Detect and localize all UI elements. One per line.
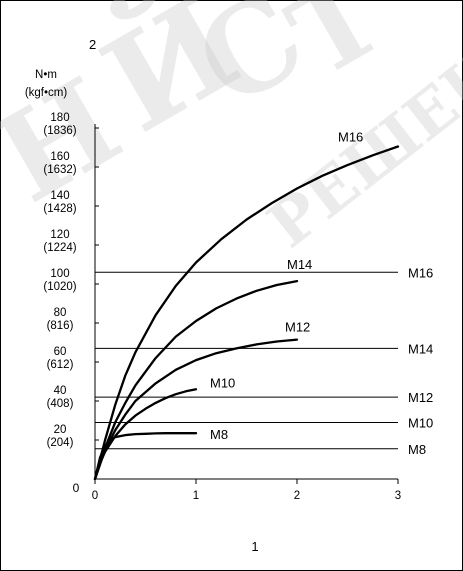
y-tick-label: 140 (50, 190, 69, 202)
axes: 0 1 2 3 0 20(204) 40(408) 60(612) 80(816) 100(102… (43, 112, 401, 502)
series-line-m16 (93, 145, 400, 481)
y-tick-sublabel: (1836) (43, 125, 76, 137)
series-label-m10: M10 (210, 375, 235, 390)
x-tick-label: 3 (395, 490, 401, 502)
y-tick-sublabel: (612) (47, 359, 74, 371)
x-axis-caption: 1 (251, 539, 258, 554)
series-line-m14 (93, 279, 299, 481)
y-tick-sublabel: (408) (47, 398, 74, 410)
y-tick-sublabel: (816) (47, 320, 74, 332)
series-label-m12: M12 (285, 320, 310, 335)
y-tick-label: 80 (54, 307, 67, 319)
limit-label-m14: M14 (408, 341, 433, 356)
series-line-m12 (93, 338, 299, 481)
limit-label-m16: M16 (408, 265, 433, 280)
series-label-m8: M8 (210, 427, 228, 442)
y-unit-line2: (kgf•cm) (25, 87, 68, 99)
series-label-m14: M14 (287, 257, 312, 272)
panel-label: 2 (89, 37, 96, 52)
limit-label-m10: M10 (408, 415, 433, 430)
limit-lines: M16 M14 M12 M10 M8 (95, 265, 433, 457)
series: M8 M10 M12 M14 M16 (93, 130, 400, 481)
x-tick-label: 1 (193, 490, 199, 502)
y-tick-sublabel: (1632) (43, 164, 76, 176)
y-unit-line1: N•m (35, 69, 57, 81)
y-tick-sublabel: (1020) (43, 281, 76, 293)
y-tick-label: 100 (50, 268, 69, 280)
y-tick-label: 60 (54, 346, 67, 358)
y-tick-sublabel: (1224) (43, 242, 76, 254)
x-tick-label: 2 (294, 490, 300, 502)
y-tick-label: 120 (50, 229, 69, 241)
y-tick-label: 40 (54, 385, 67, 397)
y-tick-sublabel: (204) (47, 437, 74, 449)
x-tick-label: 0 (92, 490, 98, 502)
y-tick-sublabel: (1428) (43, 203, 76, 215)
y-tick-label: 160 (50, 151, 69, 163)
y-tick-label: 20 (54, 424, 67, 436)
y-tick-label: 0 (73, 481, 80, 495)
y-tick-label: 180 (50, 112, 69, 124)
series-label-m16: M16 (338, 130, 363, 145)
limit-label-m8: M8 (408, 442, 426, 457)
limit-label-m12: M12 (408, 390, 433, 405)
